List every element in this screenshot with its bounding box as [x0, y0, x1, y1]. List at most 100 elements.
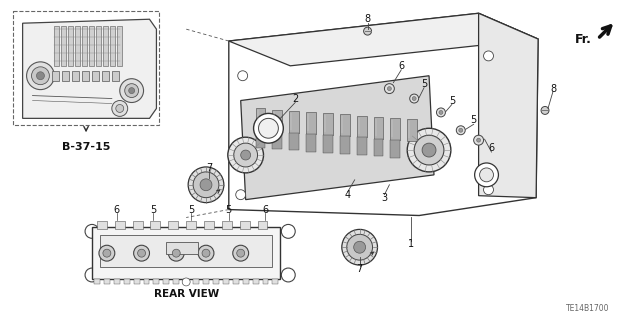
Circle shape	[31, 67, 49, 85]
Bar	[154, 279, 159, 284]
Bar	[89, 26, 94, 66]
Bar	[186, 221, 196, 229]
Bar	[163, 279, 170, 284]
Text: 2: 2	[292, 93, 298, 104]
Polygon shape	[241, 76, 434, 200]
Bar	[262, 279, 268, 284]
Bar	[340, 115, 349, 136]
Bar	[203, 279, 209, 284]
Circle shape	[134, 245, 150, 261]
Circle shape	[456, 126, 465, 135]
Circle shape	[120, 79, 143, 102]
Circle shape	[282, 225, 295, 238]
Circle shape	[200, 179, 212, 191]
Bar	[92, 71, 99, 81]
Bar	[124, 279, 130, 284]
Text: 8: 8	[550, 84, 556, 93]
Bar	[61, 26, 66, 66]
Text: 5: 5	[150, 204, 157, 215]
Bar	[96, 26, 101, 66]
Bar	[92, 227, 280, 279]
Circle shape	[282, 268, 295, 282]
Bar	[100, 235, 273, 267]
Bar	[407, 119, 417, 141]
Circle shape	[354, 241, 365, 253]
Bar	[62, 71, 69, 81]
Bar	[243, 279, 248, 284]
Circle shape	[436, 108, 445, 117]
Bar	[143, 279, 150, 284]
Circle shape	[125, 84, 139, 98]
Circle shape	[439, 110, 443, 115]
Circle shape	[234, 143, 257, 167]
Circle shape	[541, 107, 549, 115]
Bar	[273, 110, 282, 131]
Bar	[273, 279, 278, 284]
Polygon shape	[22, 19, 156, 118]
Circle shape	[475, 163, 499, 187]
Bar	[255, 130, 266, 148]
Bar	[103, 26, 108, 66]
Circle shape	[385, 84, 394, 93]
Circle shape	[414, 135, 444, 165]
Bar	[52, 71, 60, 81]
Circle shape	[364, 27, 372, 35]
Bar	[104, 279, 110, 284]
Text: 4: 4	[345, 190, 351, 200]
Circle shape	[237, 71, 248, 81]
Bar	[166, 242, 198, 254]
Bar	[374, 117, 383, 138]
Bar	[374, 138, 383, 156]
Bar	[115, 221, 125, 229]
Bar	[68, 26, 73, 66]
Circle shape	[241, 150, 251, 160]
Bar	[150, 221, 161, 229]
Bar	[223, 279, 229, 284]
Bar	[82, 26, 87, 66]
Bar	[116, 26, 122, 66]
Bar	[233, 279, 239, 284]
Circle shape	[474, 135, 484, 145]
Circle shape	[233, 245, 248, 261]
Circle shape	[407, 128, 451, 172]
Text: 7: 7	[356, 264, 363, 274]
Text: TE14B1700: TE14B1700	[566, 304, 609, 313]
Text: 6: 6	[114, 204, 120, 215]
Bar	[168, 221, 179, 229]
Circle shape	[237, 249, 244, 257]
Circle shape	[36, 72, 44, 80]
Circle shape	[422, 143, 436, 157]
Circle shape	[259, 118, 278, 138]
Circle shape	[202, 249, 210, 257]
Bar	[94, 279, 100, 284]
Bar	[240, 221, 250, 229]
Bar	[356, 115, 367, 137]
Circle shape	[459, 128, 463, 132]
Circle shape	[85, 268, 99, 282]
Text: 5: 5	[226, 204, 232, 215]
Text: 5: 5	[449, 95, 455, 106]
Bar	[204, 221, 214, 229]
Bar	[134, 279, 140, 284]
Text: 6: 6	[398, 61, 404, 71]
Circle shape	[387, 87, 392, 91]
Polygon shape	[479, 13, 538, 198]
Bar	[193, 279, 199, 284]
Circle shape	[129, 88, 134, 93]
Polygon shape	[229, 13, 538, 216]
Circle shape	[198, 245, 214, 261]
Bar	[255, 108, 266, 130]
Bar	[75, 26, 80, 66]
Circle shape	[188, 167, 224, 203]
Bar	[306, 134, 316, 152]
Circle shape	[112, 100, 128, 116]
Circle shape	[484, 185, 493, 195]
Bar	[323, 113, 333, 135]
Circle shape	[27, 62, 54, 90]
Circle shape	[253, 114, 284, 143]
Bar	[102, 71, 109, 81]
Circle shape	[168, 245, 184, 261]
Text: 6: 6	[262, 204, 269, 215]
Bar	[390, 118, 400, 140]
Bar	[222, 221, 232, 229]
